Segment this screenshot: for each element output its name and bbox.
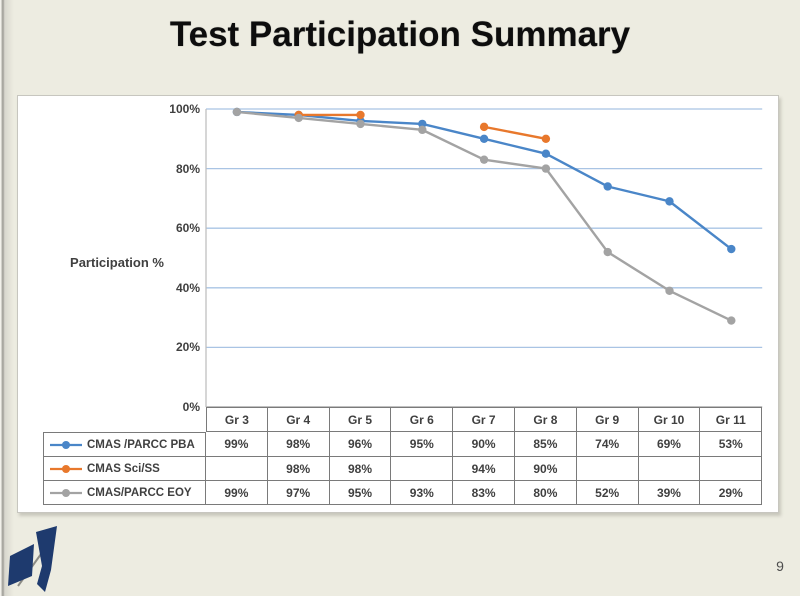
legend-label: CMAS/PARCC EOY [87, 486, 192, 499]
table-value-cell: 95% [329, 481, 392, 505]
table-corner-cell [43, 407, 206, 432]
legend-label: CMAS Sci/SS [87, 462, 160, 475]
data-point-marker [541, 134, 551, 143]
data-table: Gr 3 Gr 4 Gr 5 Gr 6 Gr 7 Gr 8 Gr 9 Gr 10 Gr 11 CM… [43, 407, 763, 505]
table-header-cell: Gr 6 [391, 407, 454, 432]
table-value-cell: 98% [267, 457, 330, 481]
y-axis-tick-label: 100% [169, 102, 200, 116]
table-value-cell [700, 457, 763, 481]
table-value-cell [206, 457, 268, 481]
data-point-marker [541, 149, 551, 158]
data-point-marker [665, 286, 674, 295]
table-header-cell: Gr 9 [576, 407, 639, 432]
data-point-marker [479, 134, 489, 143]
legend-item: CMAS/PARCC EOY [43, 481, 206, 505]
table-value-cell: 29% [700, 481, 763, 505]
table-header-cell: Gr 11 [700, 407, 763, 432]
y-axis-title: Participation % [70, 255, 164, 270]
legend-marker-icon [50, 440, 82, 449]
table-value-cell: 99% [206, 432, 268, 457]
table-value-cell: 90% [453, 432, 515, 457]
table-header-cell: Gr 8 [514, 407, 577, 432]
legend-marker-icon [50, 488, 82, 497]
legend-item: CMAS /PARCC PBA [43, 432, 206, 457]
table-value-cell [576, 457, 639, 481]
data-point-marker [356, 110, 365, 120]
table-value-cell [638, 457, 701, 481]
district-logo [8, 526, 57, 592]
table-value-cell: 39% [638, 481, 701, 505]
table-value-cell: 90% [514, 457, 577, 481]
legend-marker-icon [50, 464, 82, 473]
data-point-marker [665, 197, 674, 206]
data-point-marker [356, 119, 365, 129]
data-point-marker [418, 125, 427, 135]
table-value-cell: 69% [638, 432, 701, 457]
data-point-marker [479, 122, 489, 132]
y-axis-tick-label: 60% [175, 221, 200, 236]
table-value-cell: 95% [391, 432, 454, 457]
data-point-marker [603, 247, 612, 257]
slide-edge-decoration [0, 0, 14, 596]
table-value-cell: 93% [391, 481, 454, 505]
series-line [483, 125, 547, 140]
table-header-cell: Gr 4 [267, 407, 330, 432]
table-value-cell: 83% [453, 481, 515, 505]
y-axis-tick-label: 0% [182, 400, 200, 414]
data-point-marker [418, 119, 427, 129]
page-number: 9 [776, 558, 784, 574]
table-value-cell: 52% [576, 481, 639, 505]
legend-label: CMAS /PARCC PBA [87, 438, 195, 451]
data-point-marker [603, 182, 612, 191]
table-value-cell: 99% [206, 481, 268, 505]
table-value-cell: 80% [514, 481, 577, 505]
data-point-marker [232, 107, 242, 117]
data-point-marker [479, 155, 489, 164]
table-value-cell: 53% [700, 432, 763, 457]
legend-item: CMAS Sci/SS [43, 457, 206, 481]
data-point-marker [727, 244, 736, 254]
slide-title: Test Participation Summary [169, 15, 631, 54]
table-value-cell: 94% [453, 457, 515, 481]
table-header-cell: Gr 5 [329, 407, 392, 432]
y-axis-tick-label: 80% [175, 161, 200, 176]
table-header-cell: Gr 3 [206, 407, 268, 432]
data-point-marker [727, 316, 736, 325]
series-line [236, 110, 732, 322]
table-value-cell: 85% [514, 432, 577, 457]
table-value-cell [391, 457, 454, 481]
table-value-cell: 96% [329, 432, 392, 457]
table-value-cell: 97% [267, 481, 330, 505]
table-value-cell: 98% [267, 432, 330, 457]
table-header-cell: Gr 10 [638, 407, 701, 432]
table-value-cell: 74% [576, 432, 639, 457]
table-header-cell: Gr 7 [453, 407, 515, 432]
y-axis-tick-label: 20% [175, 340, 200, 355]
y-axis-ticks: 100% 80% 60% 40% 20% 0% [136, 96, 200, 426]
data-point-marker [294, 113, 303, 123]
table-value-cell: 98% [329, 457, 392, 481]
data-point-marker [541, 164, 551, 173]
y-axis-tick-label: 40% [175, 280, 200, 295]
